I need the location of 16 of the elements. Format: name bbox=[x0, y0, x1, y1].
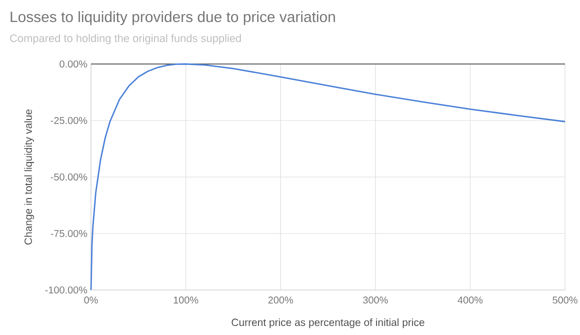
x-tick-label: 300% bbox=[363, 296, 388, 304]
x-tick-label: 100% bbox=[174, 296, 198, 304]
y-tick-label: -25.00% bbox=[50, 116, 88, 124]
x-tick-label: 400% bbox=[458, 296, 483, 304]
x-tick-label: 500% bbox=[552, 296, 578, 304]
y-tick-label: -100.00% bbox=[45, 286, 88, 294]
chart-subtitle: Compared to holding the original funds supplied bbox=[10, 34, 241, 44]
x-tick-label: 200% bbox=[268, 296, 293, 304]
chart-title: Losses to liquidity providers due to price variation bbox=[10, 11, 335, 26]
y-axis-title: Change in total liquidity value bbox=[24, 109, 34, 245]
x-tick-label: 0% bbox=[84, 296, 98, 304]
y-tick-label: -50.00% bbox=[50, 173, 88, 181]
x-axis-title: Current price as percentage of initial price bbox=[232, 318, 424, 328]
y-tick-label: 0.00% bbox=[60, 60, 88, 68]
y-tick-label: -75.00% bbox=[50, 230, 88, 238]
line-series bbox=[90, 63, 566, 291]
